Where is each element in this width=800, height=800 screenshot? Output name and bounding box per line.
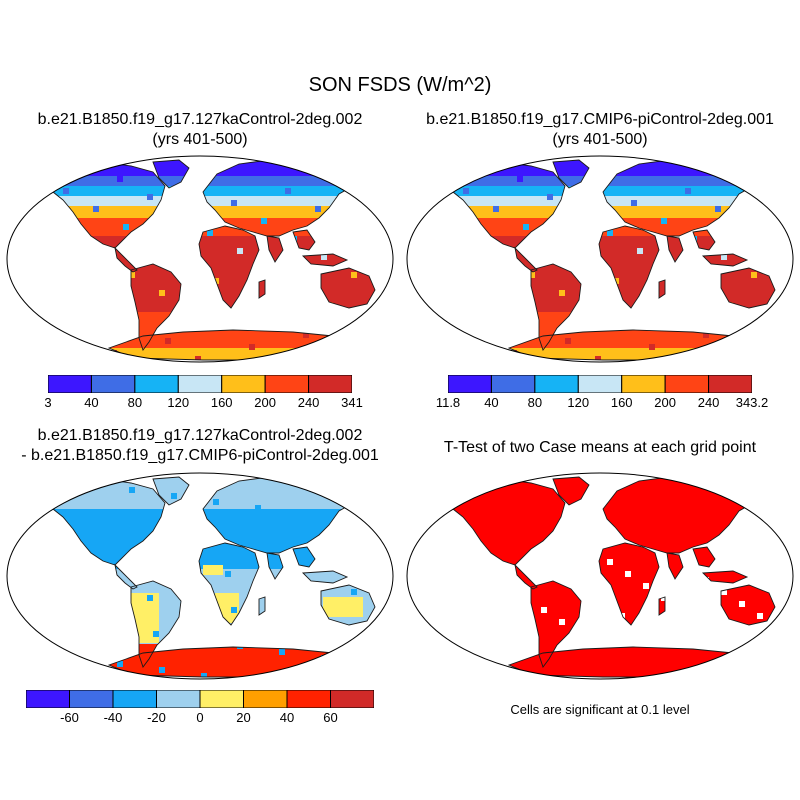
panel-title-bottom-left-line1: b.e21.B1850.f19_g17.127kaControl-2deg.00… <box>37 427 363 444</box>
panel-title-bottom-right: T-Test of two Case means at each grid po… <box>443 439 757 456</box>
colorbar-bottom-left-label: -60 <box>60 710 79 725</box>
map-top-left <box>6 155 394 363</box>
colorbar-bottom-left-label: 0 <box>196 710 204 725</box>
colorbar-bottom-left-label: 20 <box>236 710 251 725</box>
panel-title-top-left: b.e21.B1850.f19_g17.127kaControl-2deg.00… <box>0 110 400 150</box>
colorbar-top-right-label: 11.8 <box>435 395 461 410</box>
panel-title-bottom-left: b.e21.B1850.f19_g17.127kaControl-2deg.00… <box>0 426 400 466</box>
panel-title-top-right-line2: (yrs 401-500) <box>552 131 648 148</box>
colorbar-bottom-left: -60 -40 -20 0 20 40 60 <box>26 690 374 730</box>
colorbar-top-left-label: 40 <box>84 395 99 410</box>
colorbar-top-left-swatches <box>48 375 352 393</box>
colorbar-bottom-left-label: -20 <box>147 710 166 725</box>
colorbar-top-left-label: 120 <box>167 395 190 410</box>
colorbar-top-right-label: 120 <box>567 395 590 410</box>
colorbar-top-left-label: 240 <box>297 395 320 410</box>
map-top-right <box>406 155 794 363</box>
colorbar-bottom-left-swatches <box>26 690 374 708</box>
panel-title-bottom-left-line2: - b.e21.B1850.f19_g17.CMIP6-piControl-2d… <box>21 447 379 464</box>
colorbar-top-right: 11.8 40 80 120 160 200 240 343.2 <box>436 375 768 415</box>
map-bottom-right <box>406 472 794 680</box>
colorbar-top-left-label: 80 <box>127 395 143 410</box>
panel-title-top-left-line1: b.e21.B1850.f19_g17.127kaControl-2deg.00… <box>37 111 363 128</box>
panel-title-top-right: b.e21.B1850.f19_g17.CMIP6-piControl-2deg… <box>400 110 800 150</box>
significance-note: Cells are significant at 0.1 level <box>510 702 690 717</box>
colorbar-top-left-label: 160 <box>210 395 233 410</box>
colorbar-top-right-label: 343.2 <box>735 395 769 410</box>
colorbar-top-left: 3 40 80 120 160 200 240 341 <box>44 375 363 415</box>
colorbar-top-right-label: 240 <box>697 395 720 410</box>
panel-title-top-right-line1: b.e21.B1850.f19_g17.CMIP6-piControl-2deg… <box>426 111 774 128</box>
map-bottom-left <box>6 472 394 680</box>
colorbar-top-right-swatches <box>448 375 752 393</box>
colorbar-top-right-label: 160 <box>610 395 633 410</box>
panel-title-top-left-line2: (yrs 401-500) <box>152 131 248 148</box>
colorbar-bottom-left-label: -40 <box>103 710 123 725</box>
colorbar-top-left-label: 3 <box>44 395 52 410</box>
colorbar-top-right-label: 200 <box>654 395 676 410</box>
colorbar-top-right-label: 80 <box>527 395 543 410</box>
colorbar-top-left-label: 341 <box>341 395 363 410</box>
main-title: SON FSDS (W/m^2) <box>308 74 492 96</box>
colorbar-bottom-left-label: 40 <box>279 710 295 725</box>
colorbar-top-left-label: 200 <box>254 395 276 410</box>
colorbar-top-right-label: 40 <box>484 395 499 410</box>
colorbar-bottom-left-label: 60 <box>323 710 338 725</box>
